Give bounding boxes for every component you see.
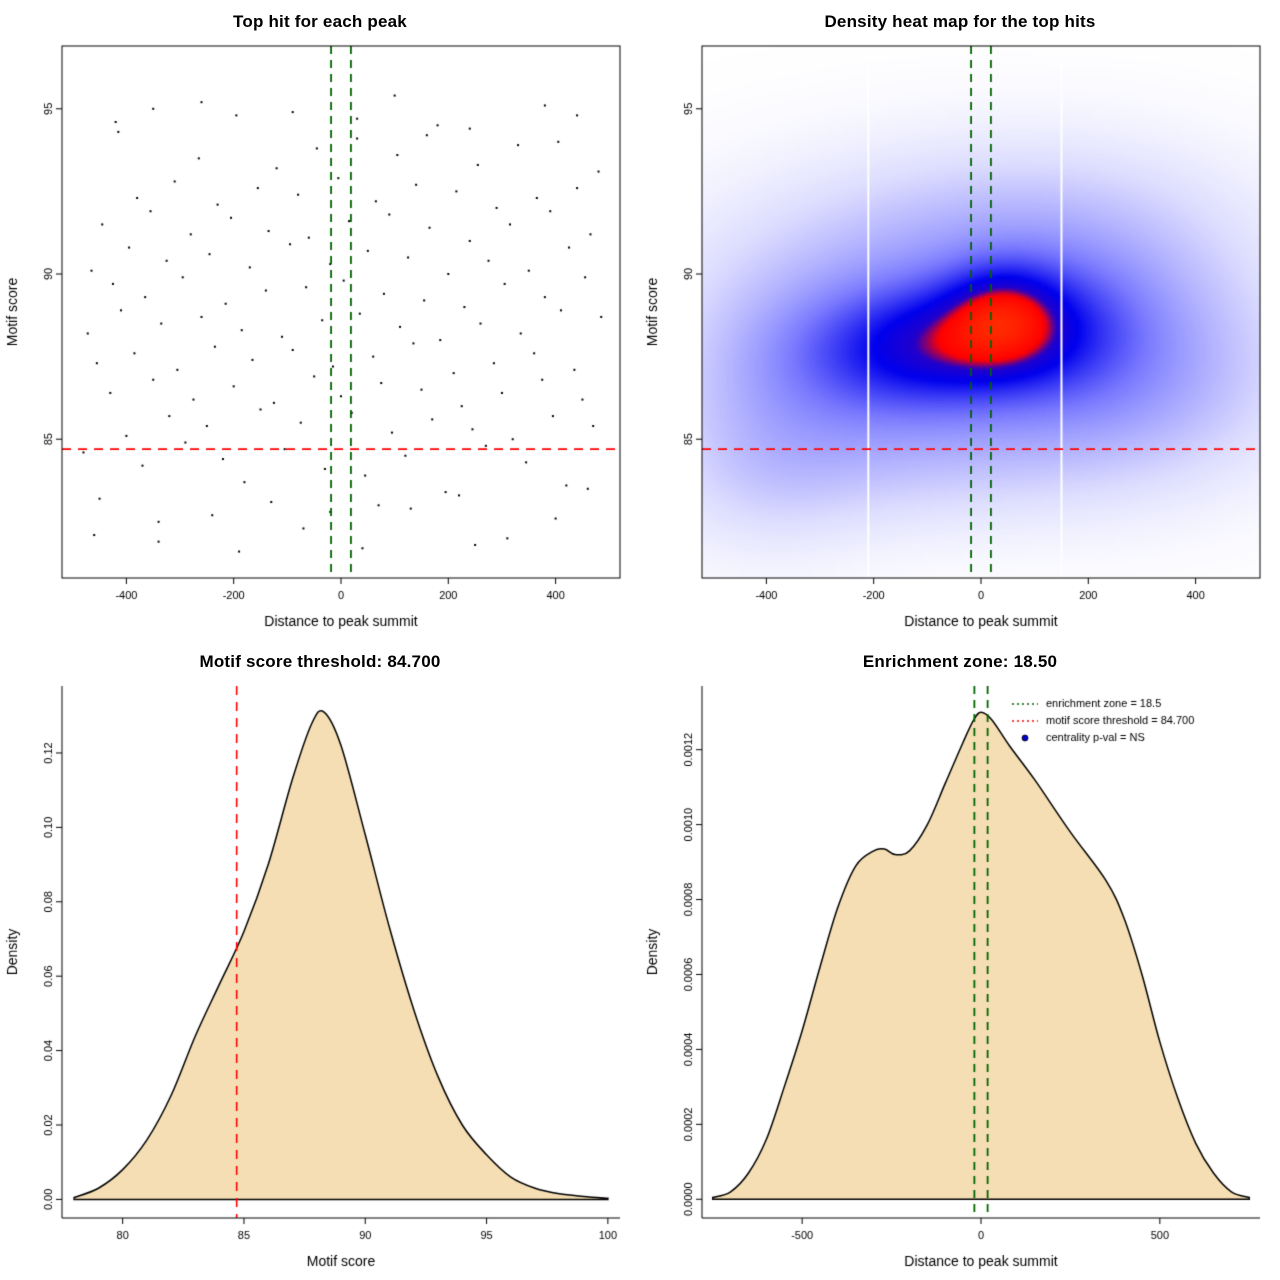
panel-density-heatmap: Density heat map for the top hits: [640, 0, 1280, 640]
panel-top-hit-scatter: Top hit for each peak: [0, 0, 640, 640]
enrichment-zone-density-plot: [640, 676, 1280, 1280]
panel-motif-score-density: Motif score threshold: 84.700: [0, 640, 640, 1280]
enrichment-zone-density-title: Enrichment zone: 18.50: [862, 652, 1058, 671]
top-hit-scatter-plot: [0, 36, 640, 640]
panel-enrichment-zone-density: Enrichment zone: 18.50: [640, 640, 1280, 1280]
heatmap-plot-title: Density heat map for the top hits: [824, 12, 1096, 31]
scatter-plot-title: Top hit for each peak: [233, 12, 407, 31]
motif-score-density-plot: [0, 676, 640, 1280]
motif-score-density-title: Motif score threshold: 84.700: [199, 652, 441, 671]
density-heatmap-plot: [640, 36, 1280, 640]
